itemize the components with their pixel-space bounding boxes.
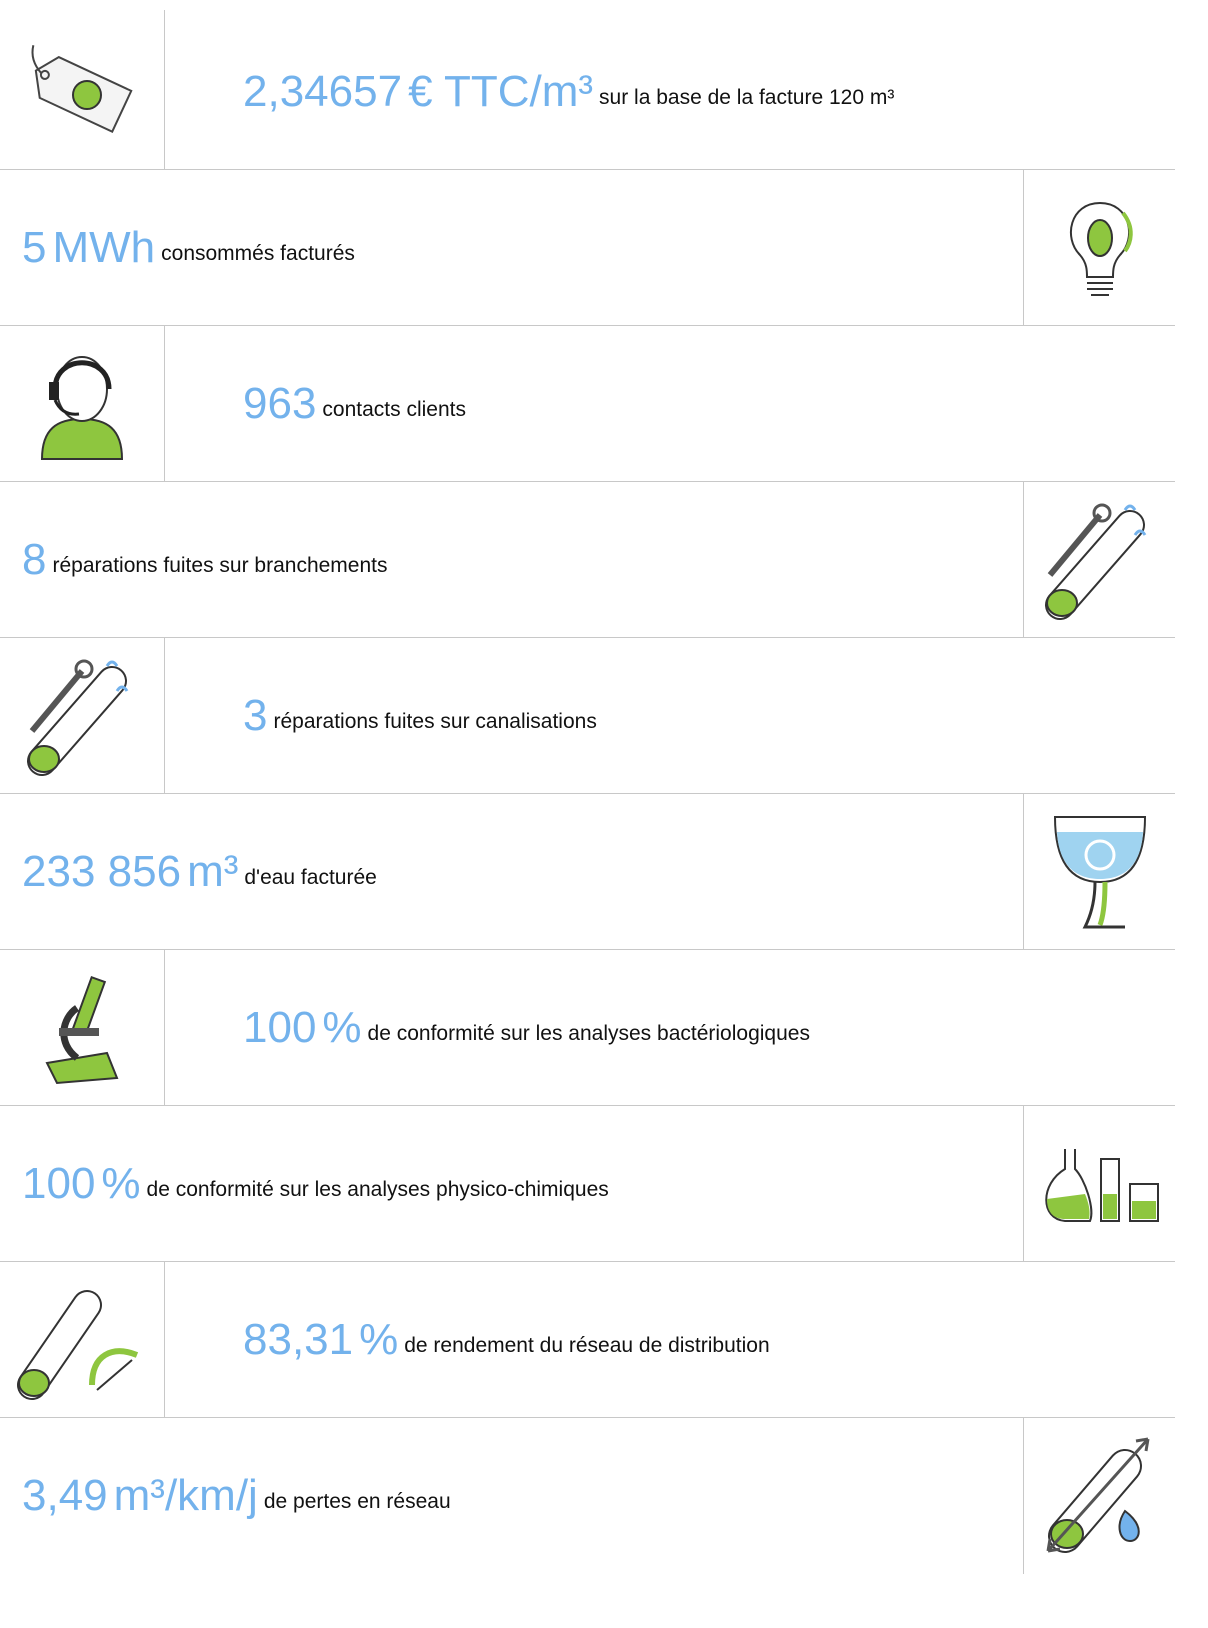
figure-text: 100% de conformité sur les analyses physi… [22,1106,609,1262]
figure-unit: % [322,1003,362,1052]
figure-value: 8 [22,535,47,584]
icon-cell [1023,794,1175,950]
figure-value: 3,49 [22,1471,108,1520]
figure-text: 83,31% de rendement du réseau de distribu… [243,1262,770,1418]
icon [27,659,129,776]
icon [1069,201,1133,296]
figure-unit: % [359,1315,399,1364]
figure-value: 2,34657 [243,67,403,116]
figure-row: 5 MWh consommés facturés [0,170,1175,326]
icon [1044,1149,1159,1222]
figure-row: 100% de conformité sur les analyses bacté… [0,950,1175,1106]
icon-cell [1023,482,1175,638]
figure-row: 100% de conformité sur les analyses physi… [0,1106,1175,1262]
figure-text: 3 réparations fuites sur canalisations [243,638,597,794]
figure-label: d'eau facturée [244,866,377,889]
figure-label: de pertes en réseau [263,1490,451,1513]
figure-unit: m³ [187,847,239,896]
figure-row: 3,49 m³/km/j de pertes en réseau [0,1418,1175,1574]
figure-row: 233 856 m³ d'eau facturée [0,794,1175,950]
figure-value: 5 [22,223,47,272]
icon [1044,503,1146,620]
figure-label: réparations fuites sur branchements [52,554,388,577]
figure-text: 100% de conformité sur les analyses bacté… [243,950,810,1106]
icon-cell [1023,1106,1175,1262]
figure-value: 233 856 [22,847,182,896]
figure-value: 3 [243,691,268,740]
icon-cell [1023,1418,1175,1574]
figure-row: 83,31% de rendement du réseau de distribu… [0,1262,1175,1418]
figure-value: 100 [243,1003,317,1052]
figure-label: sur la base de la facture 120 m³ [599,86,895,109]
figure-row: 2,34657 € TTC/m³ sur la base de la facture… [0,10,1175,170]
figure-text: 5 MWh consommés facturés [22,170,355,326]
figure-value: 83,31 [243,1315,354,1364]
icon-cell [0,10,165,170]
figure-unit: MWh [52,223,156,272]
icon-cell [0,1262,165,1418]
figure-row: 963 contacts clients [0,326,1175,482]
figure-value: 100 [22,1159,96,1208]
figure-label: de conformité sur les analyses physico-c… [146,1178,609,1201]
figure-unit: € TTC/m³ [408,67,594,116]
figure-label: contacts clients [322,398,466,421]
icon-cell [1023,170,1175,326]
figure-unit: % [101,1159,141,1208]
icon [45,975,119,1085]
icon-cell [0,326,165,482]
figure-row: 3 réparations fuites sur canalisations [0,638,1175,794]
figure-text: 3,49 m³/km/j de pertes en réseau [22,1418,451,1574]
figure-label: réparations fuites sur canalisations [273,710,597,733]
icon [40,356,124,460]
icon [1046,1437,1149,1553]
figure-text: 963 contacts clients [243,326,466,482]
figure-row: 8 réparations fuites sur branchements [0,482,1175,638]
figure-text: 233 856 m³ d'eau facturée [22,794,377,950]
figure-value: 963 [243,379,317,428]
icon [1053,816,1146,929]
icon-cell [0,638,165,794]
key-figures: 2,34657 € TTC/m³ sur la base de la facture… [0,10,1175,1574]
figure-text: 2,34657 € TTC/m³ sur la base de la facture… [243,14,894,170]
icon [31,45,133,134]
figure-text: 8 réparations fuites sur branchements [22,482,388,638]
icon-cell [0,950,165,1106]
figure-label: consommés facturés [161,242,355,265]
figure-unit: m³/km/j [113,1471,258,1520]
figure-label: de rendement du réseau de distribution [404,1334,770,1357]
icon [17,1290,139,1400]
figure-label: de conformité sur les analyses bactériol… [367,1022,810,1045]
